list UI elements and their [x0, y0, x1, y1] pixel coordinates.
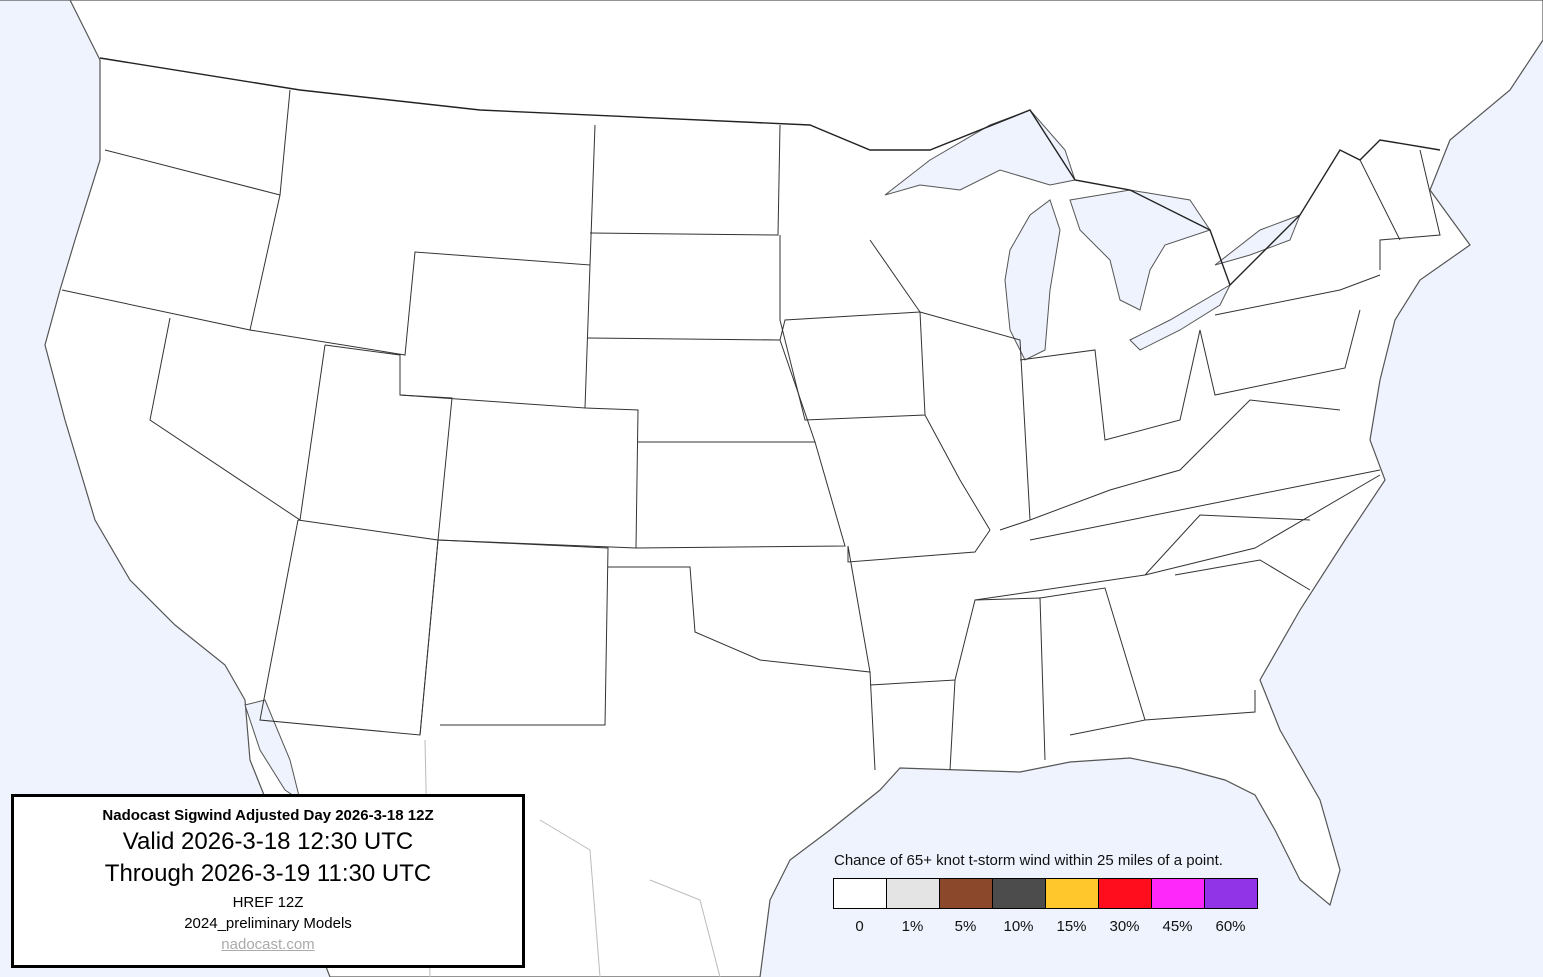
lake-michigan [1004, 199, 1061, 361]
valid-time: Valid 2026-3-18 12:30 UTC [122, 828, 414, 855]
map-title: Nadocast Sigwind Adjusted Day 2026-3-18 … [102, 807, 434, 824]
state-borders [61, 89, 1441, 771]
legend-swatch-15 [1046, 879, 1099, 908]
legend-swatch-10 [993, 879, 1046, 908]
legend: Chance of 65+ knot t-storm wind within 2… [830, 852, 1270, 935]
nadocast-link[interactable]: nadocast.com [221, 936, 315, 953]
models-version: 2024_preliminary Models [184, 915, 352, 932]
legend-label: 10% [1003, 918, 1034, 935]
legend-swatch-45 [1152, 879, 1205, 908]
legend-label: 0 [855, 918, 864, 935]
legend-label: 60% [1215, 918, 1246, 935]
lake-erie [1129, 283, 1232, 351]
legend-swatch-30 [1099, 879, 1152, 908]
canada-us-border [99, 57, 1441, 287]
legend-swatch-0 [834, 879, 887, 908]
legend-color-bar [833, 878, 1258, 909]
through-time: Through 2026-3-19 11:30 UTC [104, 860, 432, 887]
model-run: HREF 12Z [232, 894, 304, 911]
legend-label: 1% [901, 918, 924, 935]
lake-huron [1069, 189, 1211, 311]
legend-swatch-1 [887, 879, 940, 908]
legend-label: 5% [954, 918, 977, 935]
legend-swatch-60 [1205, 879, 1257, 908]
legend-label: 15% [1056, 918, 1087, 935]
legend-label: 30% [1109, 918, 1140, 935]
lake-ontario [1214, 214, 1301, 266]
legend-title: Chance of 65+ knot t-storm wind within 2… [834, 852, 1223, 869]
legend-label: 45% [1162, 918, 1193, 935]
title-box: Nadocast Sigwind Adjusted Day 2026-3-18 … [11, 794, 525, 968]
legend-swatch-5 [940, 879, 993, 908]
